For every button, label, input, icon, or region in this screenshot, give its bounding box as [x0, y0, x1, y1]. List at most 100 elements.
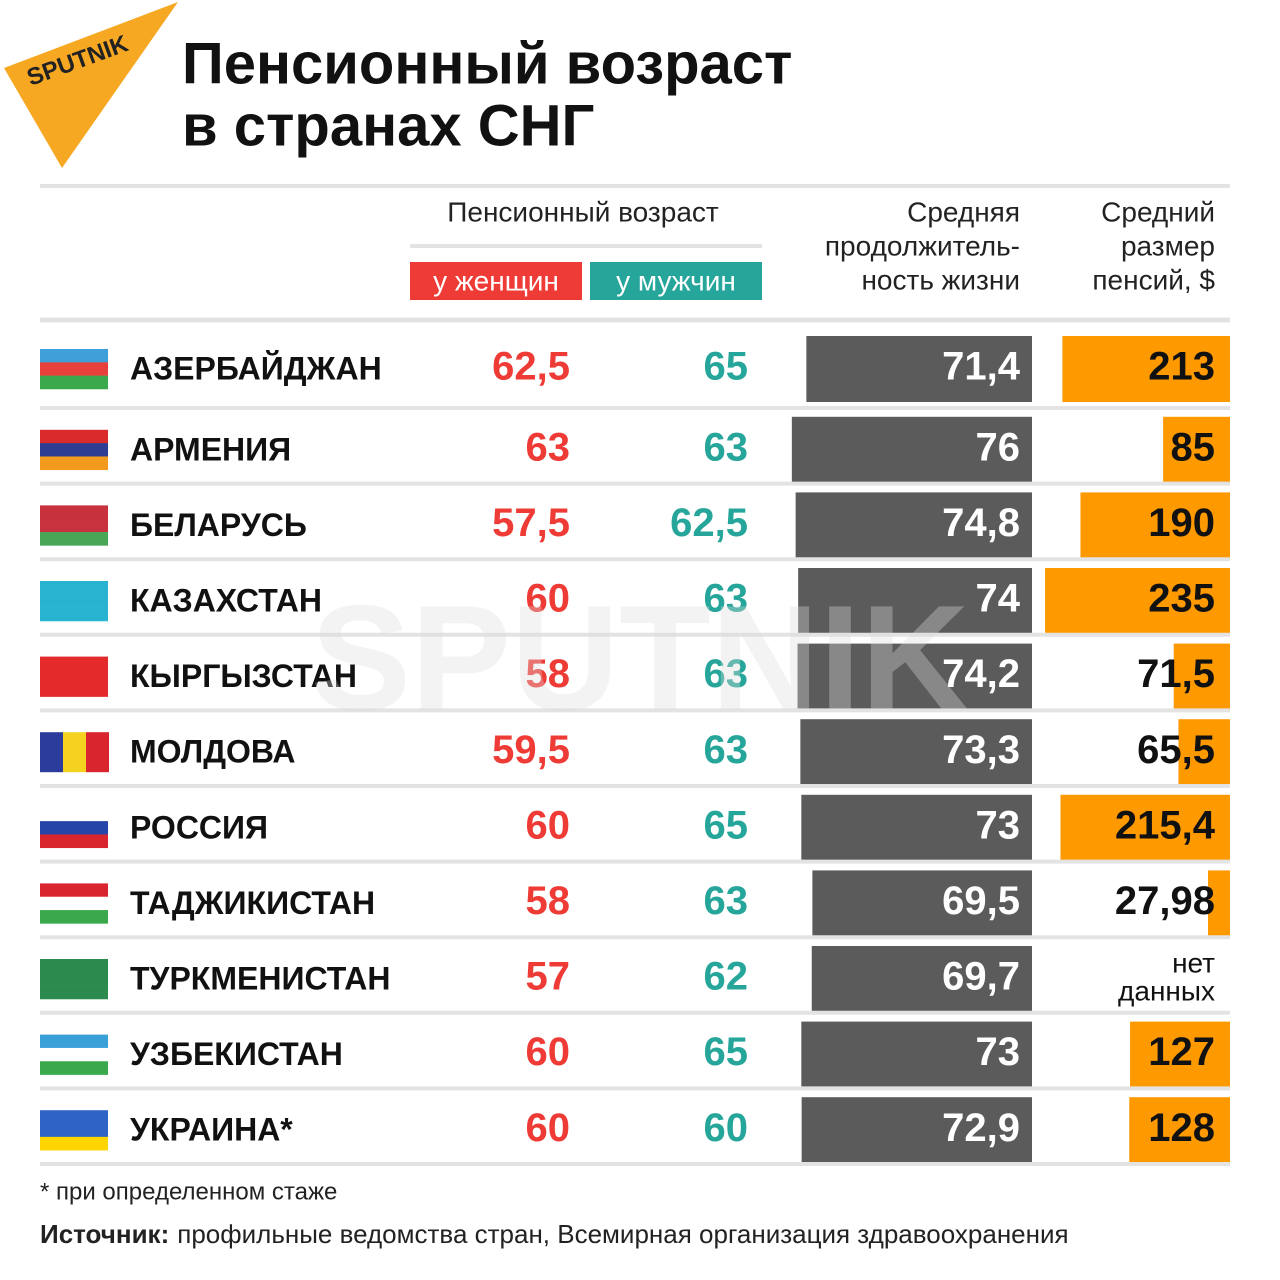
flag-stripe [40, 1123, 108, 1138]
flag-stripe [40, 1110, 108, 1124]
men-age: 63 [704, 425, 749, 469]
pension-bar [1060, 794, 1230, 861]
title-line: в странах СНГ [182, 93, 594, 158]
rows: АЗЕРБАЙДЖАН 62,5 65 71,4 213 АРМЕНИЯ 63 63 76 85 Б… [40, 336, 1230, 1166]
life-value: 73 [976, 1030, 1021, 1074]
flag-stripe [40, 594, 108, 608]
flag-stripe [40, 683, 108, 697]
pension-bar [1129, 1097, 1230, 1164]
life-value: 74,8 [942, 501, 1020, 545]
flag-stripe [40, 505, 108, 519]
pension-bar [1163, 416, 1230, 483]
title-line: Пенсионный возраст [182, 31, 792, 96]
source: Источник: профильные ведомства стран, Все… [40, 1219, 1069, 1249]
flag-stripe [40, 959, 108, 973]
country: МОЛДОВА [130, 734, 296, 770]
country: УКРАИНА* [130, 1112, 293, 1148]
women-age: 57 [526, 955, 571, 999]
life-bar [811, 946, 1032, 1012]
flag-stripe [40, 375, 108, 390]
header: ность жизни [861, 264, 1020, 295]
flag-stripe [40, 362, 108, 376]
life-bar [791, 416, 1032, 483]
pension-note: нет [1172, 947, 1215, 978]
flag-stripe [40, 429, 108, 444]
pension-bar [1045, 568, 1230, 634]
pension-bar [1178, 719, 1230, 786]
flag-stripe [40, 1136, 108, 1151]
flag-stripe [40, 532, 108, 546]
life-bar [800, 719, 1032, 786]
women-age: 62,5 [492, 345, 570, 389]
flag-stripe [40, 656, 108, 671]
source-label: Источник: [40, 1219, 169, 1249]
life-bar [795, 492, 1032, 559]
pension-bar [1062, 336, 1230, 402]
life-bar [801, 1021, 1032, 1088]
header: продолжитель- [825, 230, 1020, 261]
life-bar [798, 568, 1032, 634]
women-age: 60 [526, 577, 571, 621]
header: размер [1121, 230, 1215, 261]
flag-stripe [40, 896, 108, 911]
men-age: 63 [704, 879, 749, 923]
men-age: 65 [704, 345, 749, 389]
men-age: 62 [704, 955, 749, 999]
flag-stripe [40, 443, 108, 457]
flag-stripe [40, 821, 108, 835]
source-text: профильные ведомства стран, Всемирная ор… [177, 1219, 1068, 1249]
life-value: 73,3 [942, 728, 1020, 772]
men-age: 65 [704, 803, 749, 847]
flag-stripe [40, 985, 108, 1000]
flag-stripe [40, 732, 63, 773]
flag-stripe [63, 732, 86, 773]
life-bar [797, 643, 1032, 710]
life-value: 74 [976, 577, 1021, 621]
life-bar [801, 794, 1032, 861]
country: АРМЕНИЯ [130, 431, 291, 467]
header: Средний [1101, 196, 1215, 227]
footnote: * при определенном стаже [40, 1178, 337, 1205]
life-bar [812, 870, 1032, 937]
header: пенсий, $ [1092, 264, 1215, 295]
flag-stripe [40, 518, 108, 533]
life-value: 74,2 [942, 652, 1020, 696]
flag-stripe [40, 349, 108, 363]
pension-value: 215,4 [1115, 803, 1216, 847]
men-pill [590, 262, 762, 300]
flag-stripe [40, 1034, 108, 1049]
life-value: 73 [976, 803, 1021, 847]
flag-stripe [40, 607, 108, 622]
women-age: 58 [526, 879, 571, 923]
pension-value: 213 [1148, 345, 1215, 389]
flag-stripe [40, 883, 108, 897]
life-value: 76 [976, 425, 1021, 469]
women-age: 58 [526, 652, 571, 696]
women-age: 63 [526, 425, 571, 469]
pension-bar [1207, 870, 1230, 937]
men-age: 63 [704, 652, 749, 696]
pension-value: 128 [1148, 1106, 1215, 1150]
pension-note: данных [1118, 975, 1215, 1006]
flag-stripe [40, 456, 108, 471]
pension-bar [1130, 1021, 1230, 1088]
header: Средняя [907, 196, 1020, 227]
pension-value: 85 [1171, 425, 1216, 469]
women-pill [410, 262, 582, 300]
flag-stripe [40, 1047, 108, 1062]
pension-value: 127 [1148, 1030, 1215, 1074]
life-bar [806, 336, 1032, 402]
header: у женщин [433, 265, 559, 296]
country: ТУРКМЕНИСТАН [130, 960, 391, 996]
pension-bar [1173, 643, 1230, 710]
life-value: 69,7 [942, 955, 1020, 999]
men-age: 65 [704, 1030, 749, 1074]
life-value: 71,4 [942, 345, 1021, 389]
pension-value: 65,5 [1137, 728, 1215, 772]
logo-shape [4, 2, 178, 168]
flag-stripe [40, 834, 108, 849]
flag-stripe [40, 669, 108, 684]
women-age: 60 [526, 1106, 571, 1150]
